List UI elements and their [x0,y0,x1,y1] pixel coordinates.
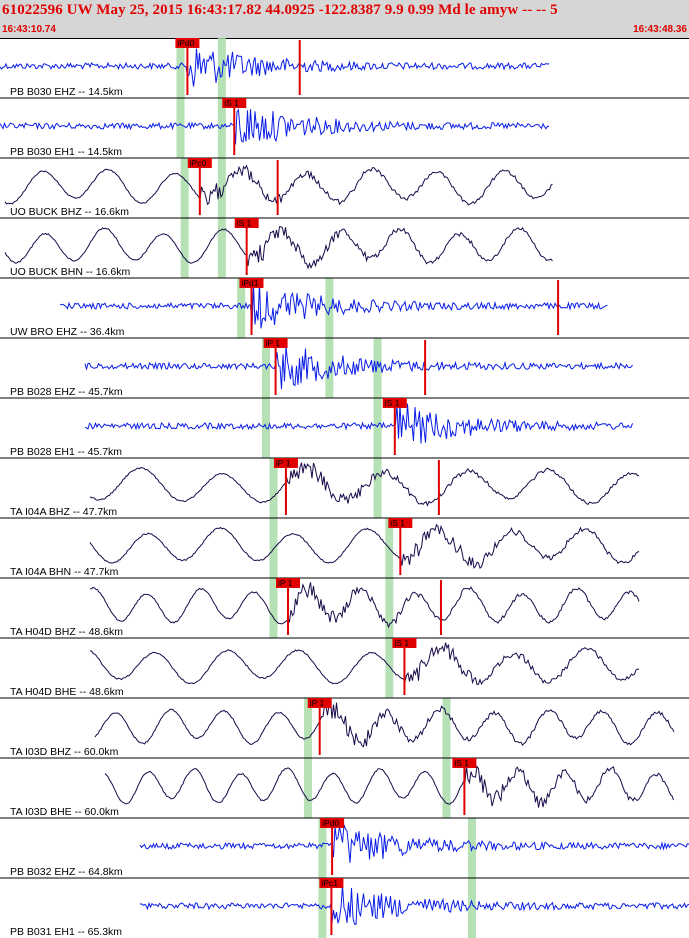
waveform-trace [89,642,640,686]
waveform-trace [85,403,633,444]
pick-label: iS 1 [224,98,239,108]
waveform-trace [104,765,674,808]
event-title: 61022596 UW May 25, 2015 16:43:17.82 44.… [2,2,558,18]
shade-window [269,458,278,638]
waveform-trace [4,164,553,206]
waveform-trace [0,108,550,145]
trace-label: PB B030 EHZ -- 14.5km [10,86,123,98]
pick-flag [273,458,298,468]
end-time: 16:43:48.36 [633,24,687,35]
pick-label: iP 1 [310,698,325,708]
seismogram-plot: iPd0 PB B030 EHZ -- 14.5km iS 1 PB B030 EH1… [0,38,689,938]
trace-label: TA I03D BHZ -- 60.0km [10,746,119,758]
trace-label: TA I04A BHN -- 47.7km [10,566,119,578]
pick-flag [307,698,332,708]
pick-label: iPc1 [321,878,338,888]
pick-flag [388,518,413,528]
pick-label: iP 1 [278,578,293,588]
waveform-trace [139,824,689,863]
waveform-trace [0,48,550,87]
trace-label: TA H04D BHE -- 48.6km [10,686,124,698]
pick-flag [276,578,301,588]
pick-label: iPd1 [241,278,258,288]
trace-label: UO BUCK BHZ -- 16.6km [10,206,129,218]
waveform-trace [59,283,608,331]
waveform-trace [89,462,640,507]
start-time: 16:43:10.74 [2,24,56,35]
trace-label: PB B028 EHZ -- 45.7km [10,386,123,398]
trace-label: TA I04A BHZ -- 47.7km [10,506,117,518]
header-bar: 61022596 UW May 25, 2015 16:43:17.82 44.… [0,0,689,39]
waveform-trace [84,346,633,390]
shade-window [373,338,382,518]
trace-label: TA I03D BHE -- 60.0km [10,806,119,818]
waveform-trace [139,885,689,926]
pick-flag [392,638,417,648]
pick-label: iP 1 [276,458,291,468]
pick-label: iPc0 [190,158,207,168]
pick-flag [452,758,477,768]
pick-flag [175,38,200,48]
pick-flag [263,338,288,348]
trace-label: UW BRO EHZ -- 36.4km [10,326,125,338]
pick-label: iP 1 [266,338,281,348]
trace-label: PB B032 EHZ -- 64.8km [10,866,123,878]
shade-window [385,518,394,698]
pick-flag [320,818,345,828]
waveform-trace [94,700,675,748]
pick-flag [222,98,247,108]
pick-flag [239,278,264,288]
pick-flag [382,398,407,408]
pick-label: iS 1 [385,398,400,408]
pick-flag [234,218,259,228]
pick-label: iS 1 [454,758,469,768]
pick-label: iS 1 [390,518,405,528]
pick-label: iPd0 [322,818,339,828]
trace-label: PB B030 EH1 -- 14.5km [10,146,122,158]
pick-flag [187,158,212,168]
pick-label: iS 1 [237,218,252,228]
pick-label: iPd0 [177,38,194,48]
trace-label: TA H04D BHZ -- 48.6km [10,626,123,638]
trace-label: PB B028 EH1 -- 45.7km [10,446,122,458]
waveform-trace [89,523,640,569]
pick-flag [319,878,344,888]
waveform-trace [89,582,640,629]
trace-label: UO BUCK BHN -- 16.6km [10,266,130,278]
trace-label: PB B031 EH1 -- 65.3km [10,926,122,938]
pick-label: iS 1 [394,638,409,648]
waveform-trace [4,226,553,270]
